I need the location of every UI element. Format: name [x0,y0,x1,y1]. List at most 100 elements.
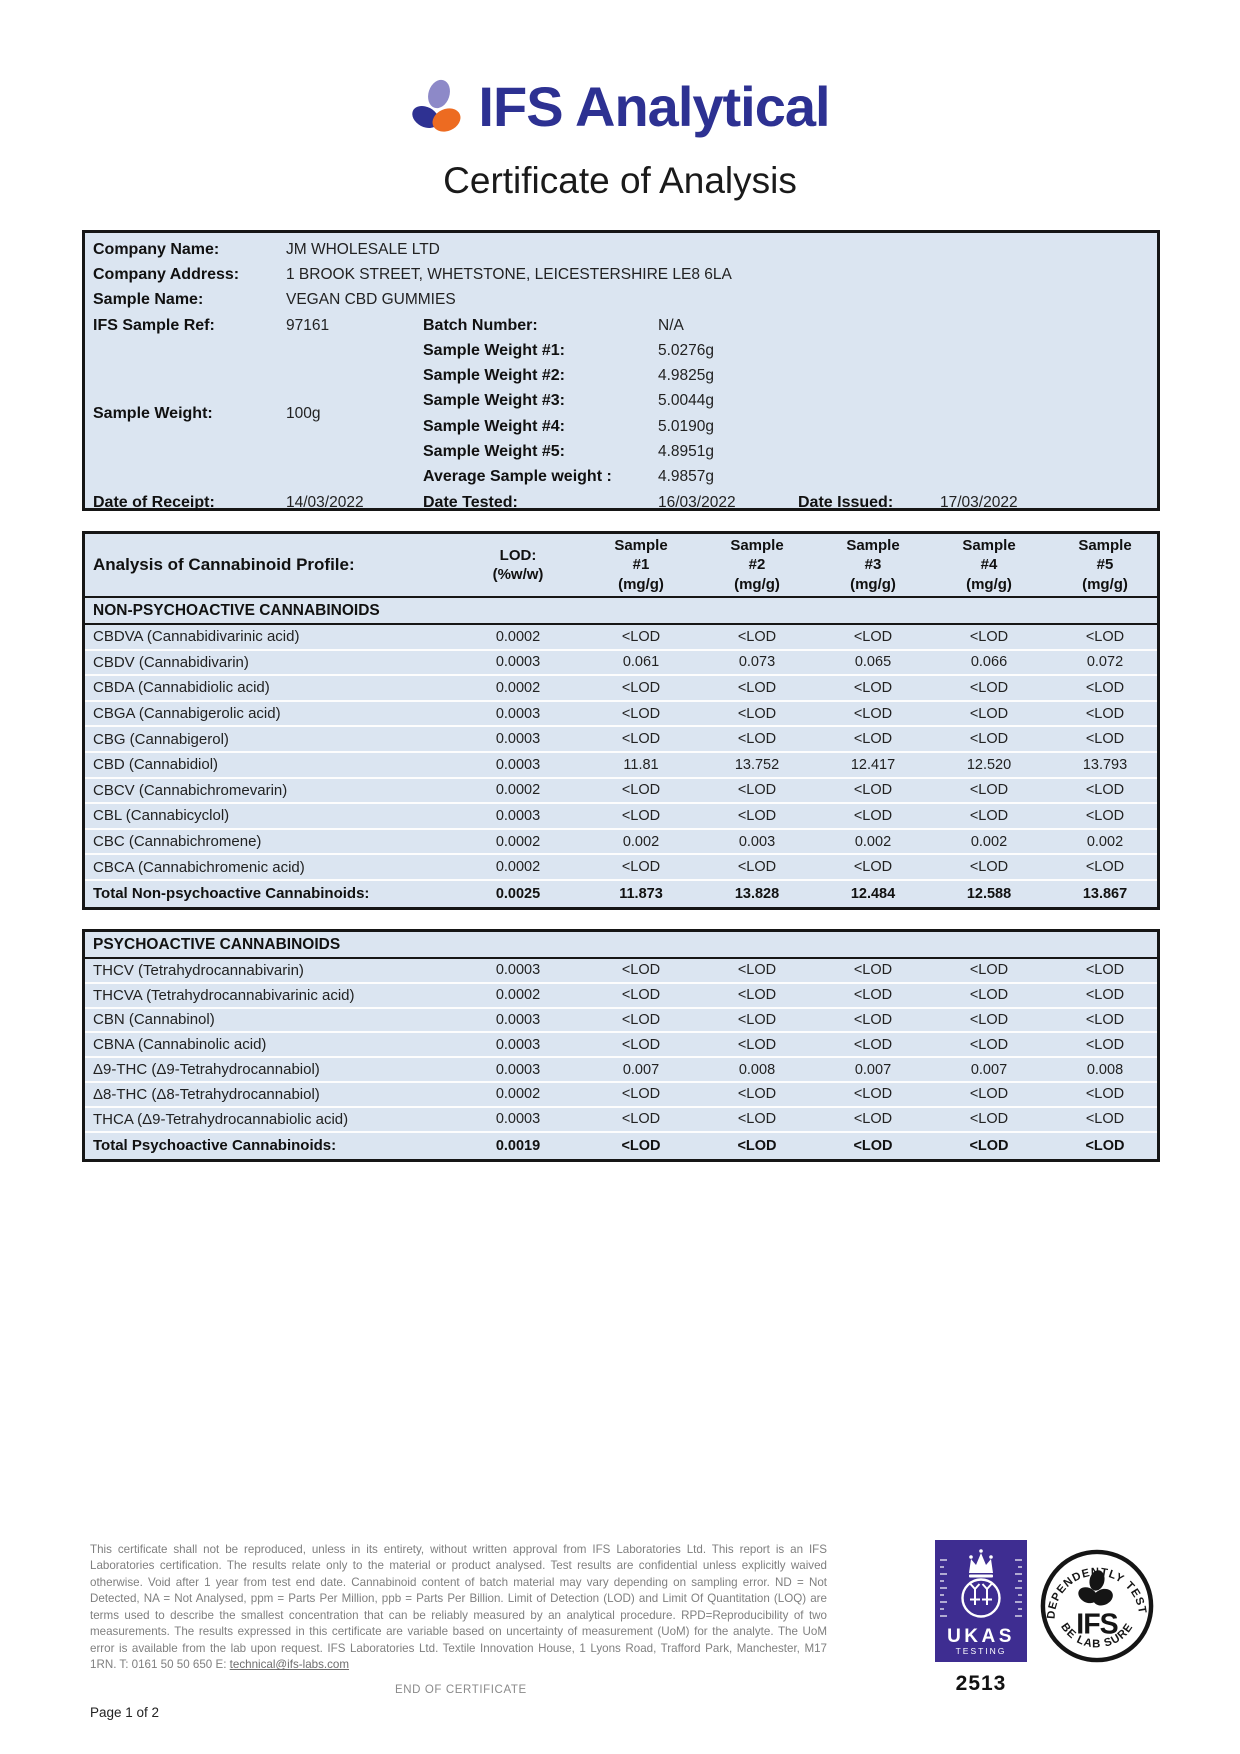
sample-5-value: <LOD [1085,731,1125,748]
date-tested-value: 16/03/2022 [658,493,736,511]
sample-4-value: 0.066 [970,654,1008,671]
sample-1-value: <LOD [621,987,661,1004]
lod-header: LOD: (%w/w) [492,546,544,584]
analyte-row: CBG (Cannabigerol) 0.0003 <LOD <LOD <LOD… [85,727,1157,753]
sample-3-value: <LOD [853,1036,893,1053]
total-lod-value: 0.0025 [495,885,541,902]
sample-5-value: <LOD [1085,1086,1125,1103]
sample-2-value: <LOD [737,679,777,696]
sample-3-value: <LOD [853,962,893,979]
lod-value: 0.0003 [495,1036,541,1053]
sample-1-value: <LOD [621,1036,661,1053]
sample-weight-row: Sample Weight #2: 4.9825g [423,363,714,388]
total-sample-2-value: <LOD [737,1137,777,1154]
sample-3-value: <LOD [853,731,893,748]
sample-1-value: 11.81 [623,756,659,773]
sample-5-value: <LOD [1085,782,1125,799]
analyte-name: CBDA (Cannabidiolic acid) [93,679,270,697]
sample-5-value: 0.008 [1086,1061,1124,1078]
weight-row-label: Average Sample weight : [423,468,612,486]
lod-value: 0.0003 [495,731,541,748]
sample-weight-row: Sample Weight #1: 5.0276g [423,338,714,363]
weight-row-label: Sample Weight #1: [423,341,565,359]
disclaimer-body: This certificate shall not be reproduced… [90,1543,827,1672]
analyte-row: CBC (Cannabichromene) 0.0002 0.002 0.003… [85,830,1157,856]
sample-4-value: <LOD [969,1111,1009,1128]
total-sample-3-value: <LOD [853,1137,893,1154]
lod-value: 0.0003 [495,1111,541,1128]
sample-2-value: <LOD [737,1036,777,1053]
sample-weight-row: Average Sample weight : 4.9857g [423,465,714,490]
analyte-name: CBC (Cannabichromene) [93,833,262,851]
weight-row-value: 5.0276g [658,341,715,359]
date-issued-value: 17/03/2022 [940,493,1018,511]
sample-1-value: <LOD [621,782,661,799]
total-sample-5-value: <LOD [1085,1137,1125,1154]
weight-row-label: Sample Weight #4: [423,417,565,435]
batch-number-value: N/A [658,316,684,334]
analyte-row: CBNA (Cannabinolic acid) 0.0003 <LOD <LO… [85,1033,1157,1059]
weight-row-label: Sample Weight #5: [423,443,565,461]
total-sample-1-value: 11.873 [619,885,663,902]
sample-weight-list: Sample Weight #1: 5.0276g Sample Weight … [423,338,714,490]
section-title-psychoactive: PSYCHOACTIVE CANNABINOIDS [85,932,1157,959]
sample-name-label: Sample Name: [93,291,204,309]
ukas-number: 2513 [955,1672,1007,1695]
sample-1-value: <LOD [621,1111,661,1128]
page-title: Certificate of Analysis [443,160,797,201]
email-link[interactable]: technical@ifs-labs.com [229,1658,350,1672]
analyte-name: CBGA (Cannabigerolic acid) [93,705,281,723]
sample-ref-row: IFS Sample Ref: 97161 Batch Number: N/A [93,313,1157,338]
company-address-row: Company Address: 1 BROOK STREET, WHETSTO… [93,262,1157,287]
sample-3-value: <LOD [853,705,893,722]
total-lod-value: 0.0019 [495,1137,541,1154]
sample-3-value: <LOD [853,782,893,799]
page-number: Page 1 of 2 [90,1705,160,1720]
lod-value: 0.0002 [495,987,541,1004]
sample-5-value: <LOD [1085,987,1125,1004]
sample-5-value: <LOD [1085,628,1125,645]
sample-4-value: <LOD [969,705,1009,722]
sample-2-value: <LOD [737,705,777,722]
sample-5-value: <LOD [1085,962,1125,979]
total-sample-1-value: <LOD [621,1137,661,1154]
ifs-tested-stamp: INDEPENDENTLY TESTED BE LAB SURE IFS [1038,1547,1154,1663]
sample-1-value: 0.061 [622,654,660,671]
sample-4-header: Sample #4 (mg/g) [962,536,1016,593]
company-address-value: 1 BROOK STREET, WHETSTONE, LEICESTERSHIR… [286,265,732,283]
weight-row-label: Sample Weight #2: [423,367,565,385]
analyte-name: CBCV (Cannabichromevarin) [93,781,288,799]
sample-2-value: <LOD [737,1011,777,1028]
sample-4-value: 0.007 [970,1061,1008,1078]
section-title-non-psychoactive: NON-PSYCHOACTIVE CANNABINOIDS [85,598,1157,625]
analyte-row: CBD (Cannabidiol) 0.0003 11.81 13.752 12… [85,753,1157,779]
analyte-name: CBDVA (Cannabidivarinic acid) [93,628,300,646]
sample-weight-row: Sample Weight #4: 5.0190g [423,414,714,439]
psychoactive-rows: THCV (Tetrahydrocannabivarin) 0.0003 <LO… [85,959,1157,1133]
weight-row-value: 4.9857g [658,468,715,486]
sample-2-value: <LOD [737,782,777,799]
sample-weights-block: Sample Weight: 100g Sample Weight #1: 5.… [93,338,1157,490]
sample-5-value: <LOD [1085,679,1125,696]
sample-weight-value: 100g [286,405,321,423]
sample-2-value: 0.073 [738,654,776,671]
ukas-logo: UKAS TESTING [935,1540,1027,1662]
company-name-row: Company Name: JM WHOLESALE LTD [93,237,1157,262]
sample-3-value: <LOD [853,628,893,645]
sample-4-value: 0.002 [970,833,1008,850]
analysis-column-headers: Analysis of Cannabinoid Profile: LOD: (%… [85,534,1157,598]
sample-3-value: 12.417 [850,756,896,773]
analyte-name: CBNA (Cannabinolic acid) [93,1036,267,1054]
lod-value: 0.0003 [495,962,541,979]
lod-value: 0.0002 [495,679,541,696]
analyte-row: CBDA (Cannabidiolic acid) 0.0002 <LOD <L… [85,676,1157,702]
sample-2-value: <LOD [737,628,777,645]
sample-2-value: <LOD [737,1111,777,1128]
lod-value: 0.0002 [495,782,541,799]
sample-5-value: <LOD [1085,1011,1125,1028]
analyte-row: CBCV (Cannabichromevarin) 0.0002 <LOD <L… [85,779,1157,805]
sample-4-value: <LOD [969,782,1009,799]
analyte-name: THCV (Tetrahydrocannabivarin) [93,961,304,979]
sample-5-value: 0.002 [1086,833,1124,850]
